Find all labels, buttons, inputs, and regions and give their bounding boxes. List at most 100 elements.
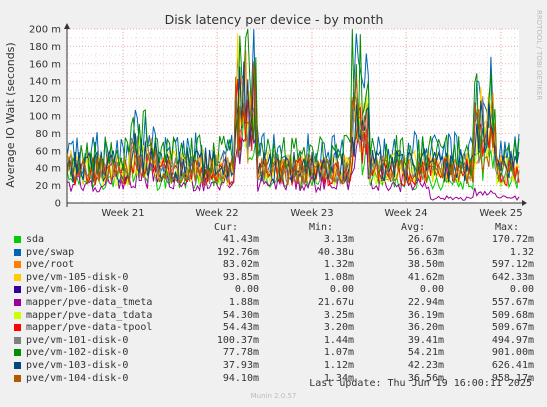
legend-max: 509.67m xyxy=(491,322,534,334)
chart-area: Disk latency per device - by month Avera… xyxy=(4,10,543,219)
chart-title: Disk latency per device - by month xyxy=(165,12,384,27)
x-tick-label: Week 23 xyxy=(290,208,333,219)
series-line-11 xyxy=(66,61,520,186)
legend-name: pve/root xyxy=(26,259,75,271)
legend-name: pve/swap xyxy=(26,246,75,258)
legend-swatch xyxy=(14,261,21,269)
y-tick-label: 60 m xyxy=(35,146,61,157)
legend-row: mapper/pve-data-tpool 54.43m 3.20m 36.20m 50… xyxy=(12,322,537,335)
legend-row: pve/root 83.02m 1.32m 38.50m 597.12m xyxy=(12,259,537,272)
legend-avg: 39.41m xyxy=(407,334,444,346)
last-update: Last update: Thu Jun 19 16:00:11 2025 xyxy=(309,378,532,389)
x-tick-label: Week 24 xyxy=(384,208,427,219)
legend-max: 597.12m xyxy=(491,259,534,271)
legend-avg: 42.23m xyxy=(407,360,444,371)
legend-swatch xyxy=(14,374,21,382)
legend-min: 1.08m xyxy=(323,271,354,283)
legend-max: 509.68m xyxy=(491,309,534,321)
y-tick-label: 200 m xyxy=(29,25,61,36)
legend-min: 1.07m xyxy=(323,347,354,359)
legend-swatch xyxy=(14,324,21,332)
legend-min: 21.67u xyxy=(317,297,354,308)
legend-swatch xyxy=(14,362,21,369)
legend-cur: 77.78m xyxy=(222,347,259,359)
legend-max: 557.67m xyxy=(491,297,534,308)
legend-row: mapper/pve-data_tmeta 1.88m 21.67u 22.94m 55… xyxy=(12,297,537,310)
series-lines xyxy=(66,28,520,202)
x-tick-labels: Week 21 Week 22 Week 23 Week 24 Week 25 xyxy=(101,208,522,219)
legend-min: 3.13m xyxy=(323,234,354,245)
legend-avg: 36.20m xyxy=(407,322,444,334)
legend-cur: 93.85m xyxy=(222,271,259,283)
legend-swatch xyxy=(14,299,21,306)
legend-cur: 0.00 xyxy=(234,284,259,296)
legend-swatch xyxy=(14,286,21,294)
legend-name: pve/vm-105-disk-0 xyxy=(26,271,129,283)
legend-swatch xyxy=(14,248,21,256)
legend-max: 170.72m xyxy=(491,234,534,245)
legend-cur: 94.10m xyxy=(222,372,259,384)
legend-min: 3.25m xyxy=(323,309,354,321)
legend-name: mapper/pve-data_tmeta xyxy=(26,297,153,308)
legend-cur: 54.30m xyxy=(222,309,259,321)
y-tick-label: 40 m xyxy=(35,164,61,175)
legend-cur: 1.88m xyxy=(228,297,259,308)
legend-header-max: Max: xyxy=(495,222,520,233)
legend-swatch xyxy=(14,311,21,319)
legend-max: 1.32 xyxy=(509,246,534,258)
y-tick-labels: 0 20 m 40 m 60 m 80 m 100 m 120 m 140 m 160 m 180… xyxy=(29,25,61,210)
legend-max: 0.00 xyxy=(509,284,534,296)
legend-name: pve/vm-106-disk-0 xyxy=(26,284,129,296)
y-tick-label: 160 m xyxy=(29,59,61,70)
legend-max: 626.41m xyxy=(491,360,534,371)
legend-max: 958.17m xyxy=(491,372,534,384)
legend-header-avg: Avg: xyxy=(401,222,426,233)
legend-row: pve/swap 192.76m 40.38u 56.63m 1.32 xyxy=(12,247,537,260)
y-tick-label: 140 m xyxy=(29,77,61,88)
legend-avg: 26.67m xyxy=(407,234,444,245)
legend-row: mapper/pve-data_tdata 54.30m 3.25m 36.19m 50… xyxy=(12,310,537,323)
legend-name: mapper/pve-data_tdata xyxy=(26,309,153,321)
legend-cur: 37.93m xyxy=(222,360,259,371)
legend-avg: 54.21m xyxy=(407,347,444,359)
series-line-9 xyxy=(66,28,520,178)
legend-name: mapper/pve-data-tpool xyxy=(26,322,153,334)
legend-header-min: Min: xyxy=(309,222,334,233)
legend-name: pve/vm-102-disk-0 xyxy=(26,347,129,359)
y-tick-label: 0 xyxy=(55,199,61,210)
legend-row: pve/vm-105-disk-0 93.85m 1.08m 41.62m 642.33… xyxy=(12,272,537,285)
legend-swatch xyxy=(14,349,21,357)
x-tick-label: Week 22 xyxy=(195,208,238,219)
y-tick-label: 120 m xyxy=(29,94,61,105)
legend-name: pve/vm-101-disk-0 xyxy=(26,334,129,346)
legend-cur: 41.43m xyxy=(222,234,259,245)
legend-min: 0.00 xyxy=(329,284,354,296)
y-axis-label: Average IO Wait (seconds) xyxy=(4,42,17,187)
legend-min: 1.34m xyxy=(323,372,354,384)
legend-row: pve/vm-101-disk-0 100.37m 1.44m 39.41m 494.9… xyxy=(12,335,537,348)
legend-max: 494.97m xyxy=(491,334,534,346)
legend-row: pve/vm-106-disk-0 0.00 0.00 0.00 0.00 xyxy=(12,284,537,297)
legend-avg: 0.00 xyxy=(419,284,444,296)
legend-row: pve/vm-104-disk-0 94.10m 1.34m 36.56m 958.17… xyxy=(12,373,537,386)
y-tick-label: 20 m xyxy=(35,181,61,192)
legend-max: 642.33m xyxy=(491,271,534,283)
legend-name: sda xyxy=(26,234,45,245)
legend-cur: 192.76m xyxy=(216,246,259,258)
legend-cur: 83.02m xyxy=(222,259,259,271)
rrdtool-credit: RRDTOOL / TOBI OETIKER xyxy=(535,10,543,100)
legend-swatch xyxy=(14,336,21,344)
legend-avg: 56.63m xyxy=(407,246,444,258)
legend-row: pve/vm-102-disk-0 77.78m 1.07m 54.21m 901.00… xyxy=(12,347,537,360)
legend-cur: 54.43m xyxy=(222,322,259,334)
legend-max: 901.00m xyxy=(491,347,534,359)
legend-swatch xyxy=(14,236,21,243)
axes xyxy=(64,23,527,207)
legend-name: pve/vm-103-disk-0 xyxy=(26,360,129,371)
legend-name: pve/vm-104-disk-0 xyxy=(26,372,129,384)
y-tick-label: 100 m xyxy=(29,112,61,123)
legend-avg: 38.50m xyxy=(407,259,444,271)
legend-avg: 36.19m xyxy=(407,309,444,321)
legend-row: pve/vm-103-disk-0 37.93m 1.12m 42.23m 626.41… xyxy=(12,360,537,373)
x-tick-label: Week 25 xyxy=(479,208,522,219)
